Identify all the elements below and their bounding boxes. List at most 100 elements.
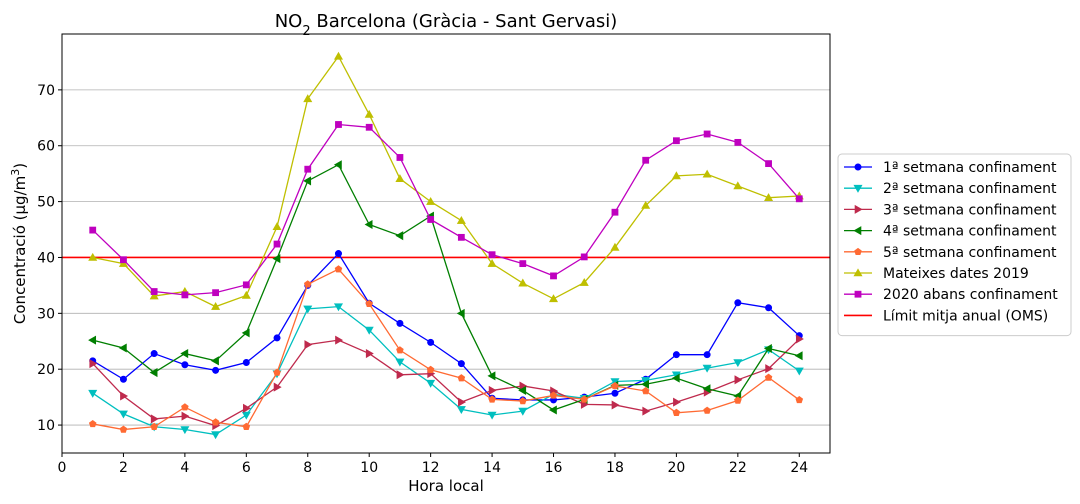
legend-marker [854, 204, 863, 214]
data-point [118, 343, 127, 353]
series-line [92, 55, 800, 308]
legend-box [837, 153, 1072, 337]
data-point [364, 326, 374, 335]
series-3-setmana-confinament [89, 334, 804, 431]
data-point [702, 384, 711, 394]
data-point [734, 299, 742, 307]
x-tick-label: 18 [606, 460, 624, 476]
data-point [303, 94, 313, 103]
data-point [703, 406, 711, 414]
x-tick-label: 10 [360, 460, 378, 476]
data-point [334, 265, 343, 273]
data-point [88, 419, 97, 428]
x-axis-label: Hora local [408, 477, 484, 495]
y-tick-label: 70 [37, 83, 55, 99]
data-point [212, 366, 220, 374]
data-point [396, 370, 405, 380]
series-line [92, 338, 800, 427]
data-point [580, 253, 588, 261]
data-point [734, 375, 743, 385]
data-point [150, 414, 159, 424]
data-point [241, 290, 251, 299]
data-point [487, 371, 496, 381]
y-tick-label: 40 [37, 250, 55, 266]
legend-item-5-setmana-confinament: 5ª setmana confinament [844, 245, 1057, 261]
data-point [88, 335, 97, 345]
data-point [611, 400, 620, 410]
legend-marker [853, 268, 863, 277]
data-point [181, 361, 189, 369]
data-point [426, 196, 436, 205]
x-axis: 0 2 4 6 8 10 12 14 16 18 20 22 24 [58, 453, 808, 476]
data-point [765, 304, 773, 312]
data-point [273, 382, 282, 392]
data-point [273, 368, 281, 376]
y-axis-label-sup: 3 [9, 169, 22, 176]
data-point [765, 364, 774, 374]
legend-label: 5ª setmana confinament [883, 245, 1057, 261]
data-point [672, 137, 680, 145]
legend-item-1-setmana-confinament: 1ª setmana confinament [844, 160, 1057, 176]
series-line [92, 123, 800, 296]
data-point [641, 387, 650, 395]
data-point [181, 403, 189, 411]
chart-title-rest: Barcelona (Gràcia - Sant Gervasi) [311, 11, 618, 32]
series-5-setmana-confinament [88, 265, 804, 433]
x-tick-label: 4 [180, 460, 189, 476]
data-point [273, 334, 281, 342]
data-point [304, 340, 313, 350]
legend-label: 2020 abans confinament [883, 287, 1058, 303]
y-tick-label: 20 [37, 362, 55, 378]
data-point [242, 422, 251, 430]
data-point [457, 360, 465, 368]
data-point [396, 319, 404, 327]
data-point [641, 200, 651, 209]
data-point [181, 411, 190, 421]
data-point [487, 411, 497, 420]
data-point [365, 299, 373, 308]
data-point [426, 365, 435, 373]
legend-label: 2ª setmana confinament [883, 181, 1057, 197]
data-point [272, 222, 282, 231]
y-tick-label: 30 [37, 306, 55, 322]
data-point [671, 373, 680, 383]
legend-marker [853, 184, 863, 193]
data-point [89, 226, 97, 234]
data-point [303, 280, 312, 288]
data-point [304, 165, 312, 173]
x-tick-label: 16 [545, 460, 563, 476]
data-point [303, 305, 313, 314]
x-tick-label: 12 [422, 460, 440, 476]
data-point [120, 256, 127, 264]
data-point [333, 51, 343, 60]
data-point [611, 381, 619, 390]
legend-label: 4ª setmana confinament [883, 224, 1057, 240]
data-point [795, 395, 804, 404]
data-point [241, 328, 250, 338]
series-mateixes-dates-2019 [88, 51, 804, 310]
data-point [764, 193, 774, 201]
data-point [150, 288, 158, 295]
data-point [89, 359, 98, 369]
data-point [88, 389, 98, 398]
data-point [703, 130, 711, 138]
data-point [488, 395, 496, 403]
series-line [92, 268, 800, 431]
data-point [365, 123, 373, 131]
data-point [427, 338, 435, 346]
legend-label: Mateixes dates 2019 [883, 266, 1029, 282]
series-line [92, 252, 800, 401]
data-point [518, 407, 528, 416]
data-point [210, 356, 219, 366]
x-tick-label: 14 [483, 460, 501, 476]
data-point [642, 406, 651, 416]
x-tick-label: 24 [790, 460, 808, 476]
data-point [580, 395, 589, 403]
legend: 1ª setmana confinament 2ª setmana confina… [837, 153, 1072, 337]
y-axis-label-prefix: Concentració (μg/m [11, 176, 29, 324]
data-point [794, 367, 804, 376]
data-point [733, 181, 743, 190]
data-point [335, 335, 344, 345]
chart-title-sub: 2 [302, 24, 310, 39]
